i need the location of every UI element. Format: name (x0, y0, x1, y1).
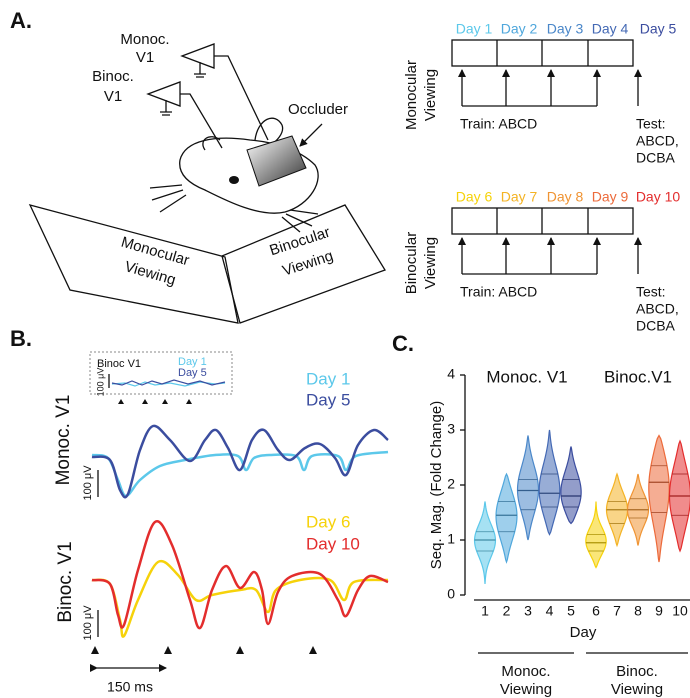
test-label: ABCD, (636, 133, 679, 149)
y-tick-label: 3 (447, 421, 455, 437)
arrow (299, 123, 323, 147)
violin (648, 434, 670, 563)
group-label: Viewing (611, 681, 663, 698)
group-title: Monoc. V1 (486, 367, 567, 386)
violin (495, 472, 518, 564)
day-label: Day 5 (640, 21, 677, 37)
test-label: Test: (636, 116, 666, 132)
scale-label: 100 μV (82, 465, 94, 501)
trace-title: Binoc. V1 (55, 541, 76, 622)
test-label: ABCD, (636, 301, 679, 317)
legend-entry: Day 6 (306, 512, 350, 531)
day-label: Day 1 (456, 21, 493, 37)
eye (229, 176, 239, 184)
test-label: DCBA (636, 150, 676, 166)
day-label: Day 9 (592, 189, 629, 205)
violin (538, 429, 561, 536)
day-label: Day 4 (592, 21, 629, 37)
scale-label: 100 μV (82, 605, 94, 641)
trace-title: Monoc. V1 (53, 395, 74, 486)
timeline-title: Binocular (403, 232, 420, 295)
amp-label: V1 (136, 49, 154, 66)
legend-entry: Day 1 (178, 356, 207, 368)
day-label: Day 3 (547, 21, 584, 37)
amp-label: V1 (104, 88, 122, 105)
violin (516, 435, 540, 541)
occluder (246, 135, 307, 187)
panel-label: C. (392, 331, 414, 356)
mouse (149, 117, 319, 233)
group-label: Monoc. (501, 663, 550, 680)
train-label: Train: ABCD (460, 284, 537, 300)
trace (91, 559, 389, 638)
trace (91, 520, 389, 630)
day-label: Day 8 (547, 189, 584, 205)
legend-entry: Day 10 (306, 534, 360, 553)
time-scale: 150 ms (107, 679, 153, 695)
violin (560, 446, 582, 525)
x-tick-label: 8 (634, 603, 642, 619)
amplifiers (146, 43, 269, 149)
y-axis-label: Seq. Mag. (Fold Change) (428, 401, 445, 569)
panel-label: A. (10, 8, 32, 33)
x-tick-label: 3 (524, 603, 532, 619)
legend-entry: Day 1 (306, 369, 350, 388)
x-axis-label: Day (570, 624, 597, 641)
group-label: Binoc. (616, 663, 658, 680)
panel-label: B. (10, 326, 32, 351)
legend-entry: Day 5 (306, 390, 350, 409)
group-label: Viewing (500, 681, 552, 698)
train-label: Train: ABCD (460, 116, 537, 132)
x-tick-label: 1 (481, 603, 489, 619)
y-tick-label: 1 (447, 531, 455, 547)
timeline-title: Viewing (422, 69, 439, 121)
x-tick-label: 7 (613, 603, 621, 619)
day-label: Day 2 (501, 21, 538, 37)
screen (28, 204, 239, 324)
y-tick-label: 2 (447, 476, 455, 492)
legend-entry: Day 5 (178, 367, 207, 379)
test-label: DCBA (636, 318, 676, 334)
x-tick-label: 10 (672, 603, 688, 619)
x-tick-label: 2 (503, 603, 511, 619)
x-tick-label: 9 (655, 603, 663, 619)
x-tick-label: 5 (567, 603, 575, 619)
violin (473, 501, 497, 585)
scale-label: 100 μV (95, 368, 105, 397)
traces (91, 379, 389, 638)
inset-trace (111, 379, 226, 386)
group-title: Binoc.V1 (604, 367, 672, 386)
amp-label: Monoc. (120, 31, 169, 48)
trace (91, 424, 389, 499)
timeline-title: Monocular (403, 60, 420, 130)
y-tick-label: 0 (447, 586, 455, 602)
occluder-label: Occluder (288, 101, 348, 118)
x-tick-label: 6 (592, 603, 600, 619)
y-tick-label: 4 (447, 366, 455, 382)
day-label: Day 7 (501, 189, 538, 205)
test-label: Test: (636, 284, 666, 300)
screen (221, 204, 386, 324)
x-tick-label: 4 (546, 603, 554, 619)
inset-title: Binoc V1 (97, 358, 141, 370)
timeline-title: Viewing (422, 237, 439, 289)
amp-label: Binoc. (92, 68, 134, 85)
day-label: Day 6 (456, 189, 493, 205)
day-label: Day 10 (636, 189, 681, 205)
